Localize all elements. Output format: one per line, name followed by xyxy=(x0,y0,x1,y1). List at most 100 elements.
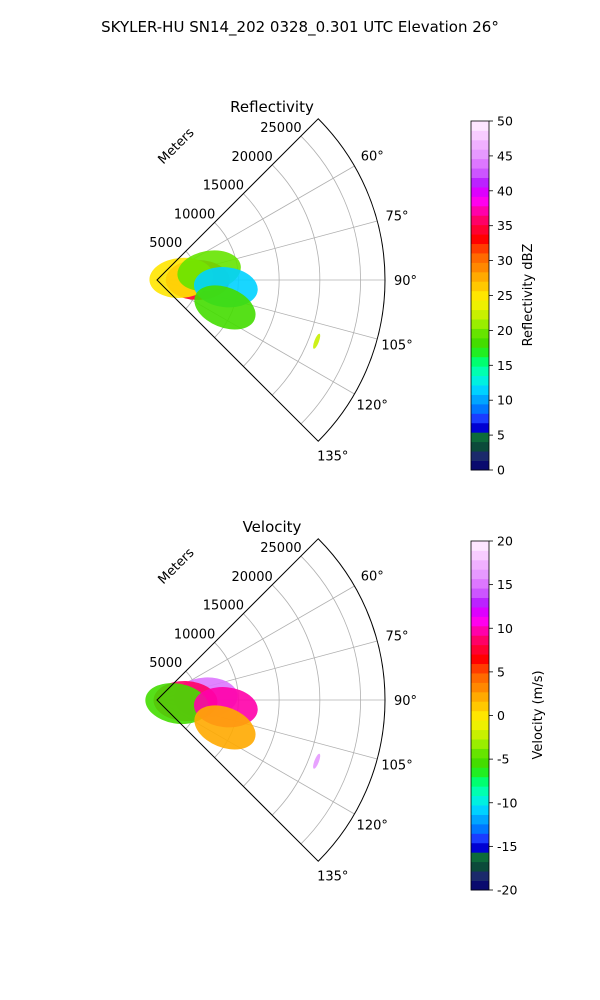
colorbar-swatch xyxy=(471,366,489,377)
colorbar-swatch xyxy=(471,177,489,188)
reflectivity-colorbar-label: Reflectivity dBZ xyxy=(521,244,536,347)
colorbar-swatch xyxy=(471,823,489,834)
theta-tick-label: 60° xyxy=(361,570,384,585)
sector-outline xyxy=(156,538,386,862)
colorbar-tick-label: 10 xyxy=(497,621,513,636)
colorbar-tick-label: -20 xyxy=(497,883,517,898)
colorbar-swatch xyxy=(471,616,489,627)
velocity-colorbar: -20 -15 -10 -5 0 5 10 15 20 xyxy=(470,534,517,898)
colorbar-swatch xyxy=(471,861,489,872)
colorbar-swatch xyxy=(471,375,489,386)
colorbar-swatch xyxy=(471,215,489,226)
reflectivity-panel: Reflectivity Meters 60° 75° 90° 105° 120° 135… xyxy=(149,98,536,478)
colorbar-tick-label: 30 xyxy=(497,253,513,268)
colorbar-tick-label: 10 xyxy=(497,393,513,408)
colorbar-swatch xyxy=(471,432,489,443)
reflectivity-colorbar: 0 5 10 15 20 25 30 35 40 45 50 xyxy=(470,114,513,478)
colorbar-swatch xyxy=(471,635,489,646)
colorbar-swatch xyxy=(471,748,489,759)
colorbar-swatch xyxy=(471,607,489,617)
colorbar-swatch xyxy=(471,271,489,282)
colorbar-swatch xyxy=(471,347,489,358)
colorbar-swatch xyxy=(471,682,489,693)
colorbar-tick-label: 20 xyxy=(497,323,513,338)
colorbar-swatch xyxy=(471,253,489,263)
colorbar-tick-label: 50 xyxy=(497,114,513,129)
colorbar-swatch xyxy=(471,559,489,570)
colorbar-swatch xyxy=(471,805,489,815)
colorbar-swatch xyxy=(471,710,489,721)
colorbar-swatch xyxy=(471,550,489,561)
theta-tick-label: 120° xyxy=(357,818,388,833)
velocity-radial-label: Meters xyxy=(156,545,198,587)
colorbar-swatch xyxy=(471,168,489,178)
colorbar-swatch xyxy=(471,441,489,452)
colorbar-swatch xyxy=(471,121,489,131)
colorbar-swatch xyxy=(471,130,489,141)
colorbar-swatch xyxy=(471,403,489,414)
colorbar-swatch xyxy=(471,673,489,683)
colorbar-swatch xyxy=(471,654,489,665)
colorbar-swatch xyxy=(471,691,489,702)
velocity-colorbar-label: Velocity (m/s) xyxy=(531,670,546,759)
echo-mark xyxy=(313,753,321,769)
colorbar-swatch xyxy=(471,300,489,311)
colorbar-swatch xyxy=(471,701,489,712)
radial-tick-label: 20000 xyxy=(231,570,272,585)
colorbar-swatch xyxy=(471,578,489,589)
theta-tick-label: 105° xyxy=(381,758,412,773)
colorbar-swatch xyxy=(471,541,489,551)
radial-tick-label: 10000 xyxy=(174,207,215,222)
theta-tick-label: 135° xyxy=(317,870,348,885)
colorbar-swatch xyxy=(471,852,489,863)
reflectivity-echoes xyxy=(149,250,321,349)
colorbar-swatch xyxy=(471,149,489,160)
figure-title: SKYLER-HU SN14_202 0328_0.301 UTC Elevat… xyxy=(101,18,499,37)
colorbar-swatch xyxy=(471,234,489,245)
colorbar-swatch xyxy=(471,356,489,367)
colorbar-swatch xyxy=(471,663,489,674)
colorbar-tick-label: 5 xyxy=(497,428,505,443)
colorbar-swatch xyxy=(471,795,489,806)
sector-outline xyxy=(156,118,386,442)
colorbar-swatch xyxy=(471,786,489,797)
theta-tick-label: 75° xyxy=(386,210,409,225)
colorbar-swatch xyxy=(471,422,489,433)
colorbar-swatch xyxy=(471,720,489,731)
colorbar-swatch xyxy=(471,243,489,254)
colorbar-swatch xyxy=(471,319,489,329)
colorbar-tick-label: -10 xyxy=(497,795,517,810)
colorbar-swatch xyxy=(471,262,489,273)
echo-mark xyxy=(194,285,256,330)
colorbar-swatch xyxy=(471,187,489,197)
radial-tick-label: 5000 xyxy=(149,656,182,671)
colorbar-swatch xyxy=(471,309,489,320)
colorbar-tick-label: 0 xyxy=(497,708,505,723)
colorbar-swatch xyxy=(471,842,489,853)
colorbar-tick-label: 25 xyxy=(497,288,513,303)
colorbar-swatch xyxy=(471,644,489,655)
colorbar-swatch xyxy=(471,569,489,580)
theta-tick-label: 90° xyxy=(394,694,417,709)
velocity-echoes xyxy=(145,677,321,769)
echo-mark xyxy=(145,683,209,724)
colorbar-swatch xyxy=(471,880,489,891)
theta-tick-label: 120° xyxy=(357,398,388,413)
colorbar-swatch xyxy=(471,290,489,301)
colorbar-tick-label: -5 xyxy=(497,752,509,767)
radial-tick-label: 10000 xyxy=(174,627,215,642)
colorbar-tick-label: 5 xyxy=(497,664,505,679)
theta-tick-label: 60° xyxy=(361,150,384,165)
colorbar-swatch xyxy=(471,451,489,461)
reflectivity-ticks: 60° 75° 90° 105° 120° 135° 5000 10000 15000 20000… xyxy=(149,121,417,465)
radial-tick-label: 25000 xyxy=(260,121,301,136)
reflectivity-radial-label: Meters xyxy=(156,125,198,167)
colorbar-swatch xyxy=(471,739,489,749)
colorbar-tick-label: 20 xyxy=(497,534,513,549)
colorbar-swatch xyxy=(471,281,489,292)
colorbar-swatch xyxy=(471,460,489,471)
radial-tick-label: 20000 xyxy=(231,150,272,165)
colorbar-swatch xyxy=(471,413,489,424)
colorbar-tick-label: 15 xyxy=(497,358,513,373)
